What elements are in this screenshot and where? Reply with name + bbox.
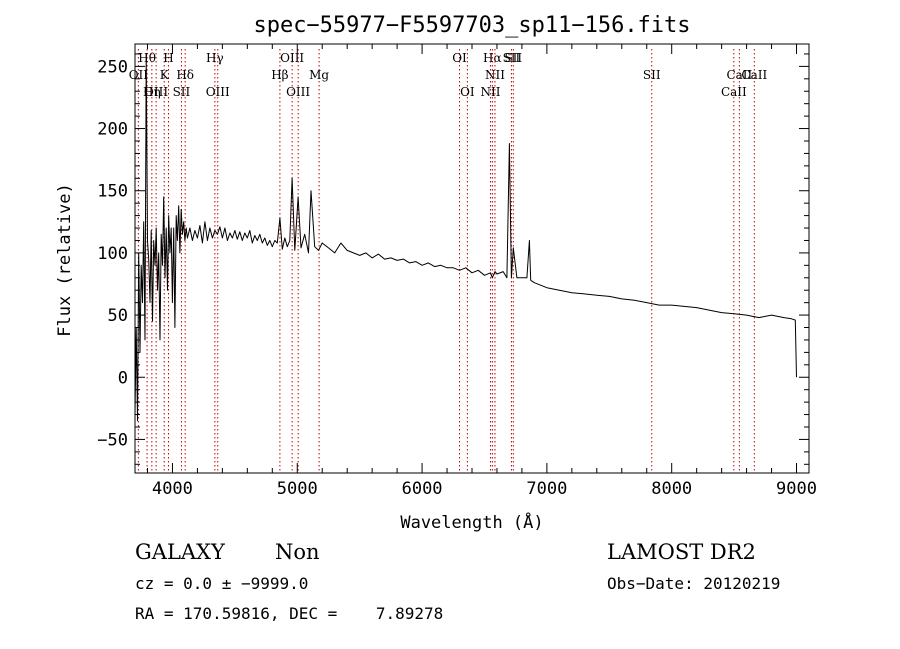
line-marker-label: NII (480, 85, 500, 99)
line-marker-label: Hα (483, 51, 502, 65)
line-marker-label: SII (504, 51, 522, 65)
line-marker-label: SII (173, 85, 191, 99)
line-marker-label: Hδ (176, 68, 194, 82)
series-layer (134, 53, 797, 422)
x-tick-label: 9000 (776, 479, 817, 499)
line-marker-label: OIII (286, 85, 310, 99)
object-class: GALAXY (135, 540, 226, 564)
line-marker-label: OI (452, 51, 467, 65)
line-marker-label: OIII (206, 85, 230, 99)
x-tick-label: 8000 (651, 479, 692, 499)
line-marker-label: Hγ (206, 51, 224, 65)
y-tick-label: 200 (97, 120, 128, 140)
spectrum-line (134, 53, 797, 422)
x-tick-label: 6000 (402, 479, 443, 499)
line-marker-label: Hθ (138, 51, 156, 65)
line-marker-label: OIII (144, 85, 168, 99)
line-marker-label: H (163, 51, 173, 65)
x-axis-label: Wavelength (Å) (400, 511, 543, 533)
line-marker-label: OI (460, 85, 475, 99)
object-subclass: Non (275, 540, 320, 564)
line-marker-label: Mg (309, 68, 329, 82)
line-marker-label: Hβ (271, 68, 288, 82)
survey-name: LAMOST DR2 (607, 540, 756, 564)
axes: 4000 5000 6000 7000 8000 9000 −50 0 50 100 150 200 2… (97, 44, 817, 499)
chart-title: spec−55977−F5597703_sp11−156.fits (253, 13, 690, 38)
y-axis-label: Flux (relative) (55, 183, 75, 337)
line-marker-label: CaII (726, 68, 752, 82)
x-tick-label: 5000 (277, 479, 318, 499)
line-marker-label: OIII (280, 51, 304, 65)
y-tick-label: 150 (97, 182, 128, 202)
plot-frame (134, 43, 810, 474)
y-tick-label: 250 (97, 57, 128, 77)
redshift-text: cz = 0.0 ± −9999.0 (135, 574, 308, 593)
x-tick-label: 7000 (526, 479, 567, 499)
obs-date-text: Obs−Date: 20120219 (607, 574, 780, 593)
x-tick-label: 4000 (152, 479, 193, 499)
line-marker-label: NII (485, 68, 505, 82)
line-marker-label: OII (129, 68, 149, 82)
radec-text: RA = 170.59816, DEC = 7.89278 (135, 604, 443, 623)
y-tick-label: 100 (97, 244, 128, 264)
line-marker-label: CaII (721, 85, 747, 99)
line-marker-label: K (160, 68, 170, 82)
line-marker-label: SII (503, 51, 521, 65)
y-tick-label: 50 (108, 306, 128, 326)
y-tick-label: 0 (118, 368, 128, 388)
line-marker-label: SII (643, 68, 661, 82)
line-marker-label: Hη (143, 85, 161, 99)
y-tick-label: −50 (97, 430, 128, 450)
line-marker-label: CaII (741, 68, 767, 82)
